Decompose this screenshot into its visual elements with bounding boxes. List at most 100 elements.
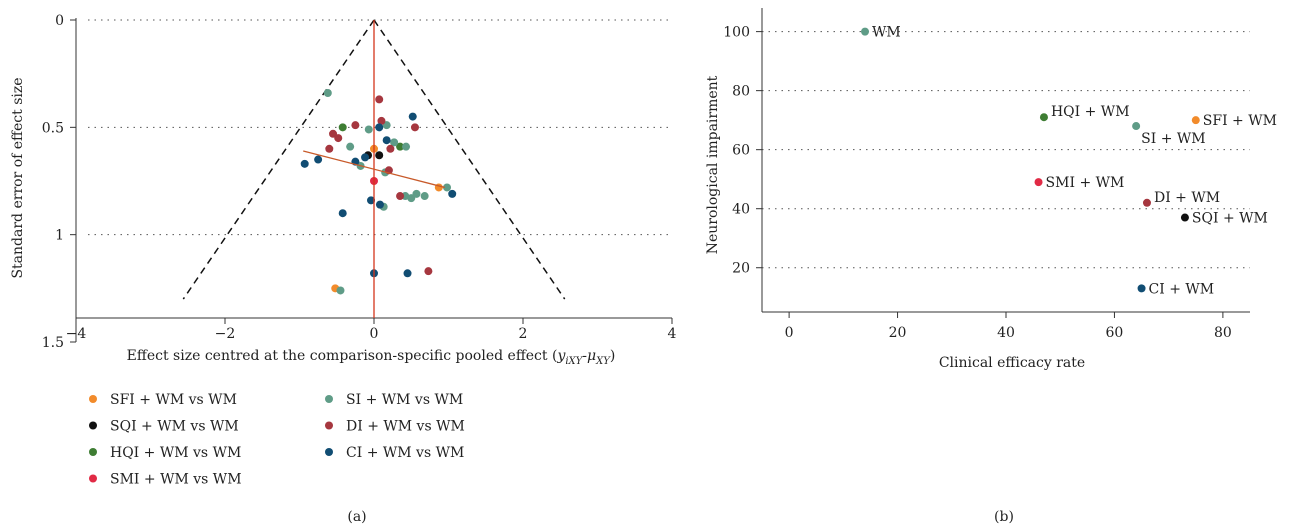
- funnel-point-di-wm-23: [351, 121, 360, 130]
- funnel-x-axis-label-main: Effect size centred at the comparison-sp…: [127, 348, 558, 364]
- legend-label-smi-wm: SMI + WM vs WM: [110, 472, 242, 488]
- ranking-point-sqi-wm: [1180, 213, 1189, 222]
- ranking-point-di-wm: [1142, 198, 1151, 207]
- funnel-x-axis-label: Effect size centred at the comparison-sp…: [127, 348, 616, 367]
- ranking-point-label-sfi-wm: SFI + WM: [1203, 113, 1277, 129]
- ranking-point-hqi-wm: [1039, 113, 1048, 122]
- funnel-y-axis-label: Standard error of effect size: [10, 77, 26, 278]
- funnel-point-si-wm-9: [364, 125, 373, 134]
- funnel-x-tick-label-0: −4: [66, 326, 87, 342]
- ranking-x-tick-label-1: 20: [889, 325, 907, 341]
- ranking-y-tick-label-1: 40: [732, 202, 750, 218]
- legend-label-si-wm: SI + WM vs WM: [346, 392, 463, 408]
- funnel-reference-lines: [303, 20, 445, 318]
- funnel-point-di-wm-30: [386, 144, 395, 153]
- ranking-scatter-panel: 20 40 60 80 100 0 20 40 60 80 WM HQI + WM SFI + WM S…: [705, 8, 1277, 525]
- legend-marker-di-wm: [325, 421, 333, 430]
- funnel-point-hqi-wm-6: [396, 142, 405, 151]
- funnel-point-sqi-wm-4: [375, 151, 384, 160]
- funnel-x-axis-label-y-sub: iXY: [565, 356, 583, 367]
- legend-marker-ci-wm: [325, 448, 333, 456]
- ranking-point-si-wm: [1132, 122, 1141, 131]
- ranking-x-axis-label: Clinical efficacy rate: [939, 355, 1085, 371]
- funnel-boundary: [182, 19, 566, 300]
- panel-a-label: (a): [347, 509, 366, 525]
- funnel-x-tick-label-1: −2: [215, 326, 236, 342]
- ranking-point-label-di-wm: DI + WM: [1154, 190, 1220, 206]
- funnel-x-axis-label-y: y: [556, 348, 566, 364]
- funnel-y-tick-label-1: 0.5: [42, 120, 64, 136]
- ranking-point-sfi-wm: [1191, 116, 1200, 125]
- egger-fit-line: [303, 150, 445, 189]
- funnel-x-axis-label-mu-sub: XY: [595, 356, 611, 367]
- funnel-point-di-wm-26: [410, 123, 419, 132]
- funnel-x-tick-label-3: 2: [519, 326, 528, 342]
- funnel-x-axis-label-dash: -: [582, 348, 587, 364]
- legend-label-sfi-wm: SFI + WM vs WM: [110, 392, 237, 408]
- funnel-point-si-wm-18: [412, 189, 421, 198]
- funnel-point-ci-wm-37: [361, 153, 370, 162]
- ranking-point-ci-wm: [1137, 284, 1146, 293]
- ranking-y-tick-label-2: 60: [732, 143, 750, 159]
- ranking-gridlines: [762, 31, 1250, 269]
- ranking-y-axis-label: Neurological impairment: [705, 75, 721, 254]
- funnel-tick-labels: 0 0.5 1 1.5−4 −2 0 2 4: [42, 13, 677, 351]
- ranking-point-label-wm: WM: [872, 25, 901, 41]
- legend-marker-hqi-wm: [89, 448, 97, 456]
- ranking-point-label-ci-wm: CI + WM: [1149, 281, 1215, 297]
- funnel-point-ci-wm-34: [408, 112, 417, 121]
- legend-label-sqi-wm: SQI + WM vs WM: [110, 419, 239, 435]
- ranking-point-labels: WM HQI + WM SFI + WM SI + WM SMI + WM DI + WM…: [872, 25, 1277, 298]
- funnel-plot-panel: 0 0.5 1 1.5−4 −2 0 2 4 Standard error of effect…: [10, 13, 677, 525]
- funnel-point-si-wm-13: [402, 142, 411, 151]
- ranking-point-smi-wm: [1034, 178, 1043, 187]
- ranking-point-label-si-wm: SI + WM: [1141, 131, 1205, 147]
- funnel-point-ci-wm-39: [314, 155, 323, 164]
- funnel-point-ci-wm-44: [448, 189, 457, 198]
- ranking-x-tick-label-2: 40: [997, 325, 1015, 341]
- funnel-point-si-wm-8: [323, 88, 332, 97]
- ranking-axes: [756, 8, 1250, 318]
- funnel-left-boundary: [182, 19, 375, 300]
- funnel-point-di-wm-33: [424, 267, 433, 276]
- legend-marker-sqi-wm: [89, 421, 97, 430]
- funnel-point-si-wm-12: [390, 138, 399, 147]
- funnel-point-ci-wm-41: [367, 196, 376, 205]
- funnel-point-di-wm-28: [334, 134, 343, 143]
- ranking-x-tick-label-4: 80: [1214, 325, 1232, 341]
- funnel-point-si-wm-20: [443, 183, 452, 192]
- funnel-point-ci-wm-40: [300, 159, 309, 168]
- ranking-point-label-hqi-wm: HQI + WM: [1051, 104, 1130, 120]
- funnel-y-tick-label-0: 0: [55, 13, 64, 29]
- funnel-x-axis-label-mu: μ: [587, 348, 596, 364]
- funnel-point-ci-wm-43: [338, 209, 347, 218]
- legend-label-ci-wm: CI + WM vs WM: [346, 445, 464, 461]
- funnel-point-si-wm-11: [346, 142, 355, 151]
- ranking-point-label-smi-wm: SMI + WM: [1046, 175, 1125, 191]
- legend-label-hqi-wm: HQI + WM vs WM: [110, 445, 241, 461]
- ranking-y-tick-label-0: 20: [732, 261, 750, 277]
- legend-marker-si-wm: [325, 395, 333, 403]
- funnel-right-boundary: [373, 19, 566, 300]
- legend-marker-smi-wm: [89, 474, 97, 483]
- legend-label-di-wm: DI + WM vs WM: [346, 419, 465, 435]
- ranking-x-tick-label-0: 0: [785, 325, 794, 341]
- funnel-points: [300, 88, 457, 295]
- funnel-point-ci-wm-35: [375, 123, 384, 132]
- funnel-point-si-wm-19: [420, 192, 429, 201]
- legend-marker-sfi-wm: [89, 395, 97, 403]
- funnel-x-tick-label-2: 0: [370, 326, 379, 342]
- funnel-legend: SFI + WM vs WM SI + WM vs WM SQI + WM vs W…: [89, 392, 465, 488]
- funnel-point-di-wm-25: [377, 116, 386, 125]
- funnel-x-axis-label-close: ): [610, 348, 615, 364]
- funnel-point-ci-wm-36: [382, 136, 391, 145]
- funnel-point-ci-wm-42: [375, 200, 384, 209]
- ranking-y-tick-label-3: 80: [732, 84, 750, 100]
- funnel-point-di-wm-29: [325, 144, 334, 153]
- funnel-point-ci-wm-46: [403, 269, 412, 278]
- funnel-point-hqi-wm-5: [338, 123, 347, 132]
- ranking-points: [861, 27, 1200, 293]
- ranking-x-tick-label-3: 60: [1106, 325, 1124, 341]
- ranking-point-wm: [861, 27, 870, 36]
